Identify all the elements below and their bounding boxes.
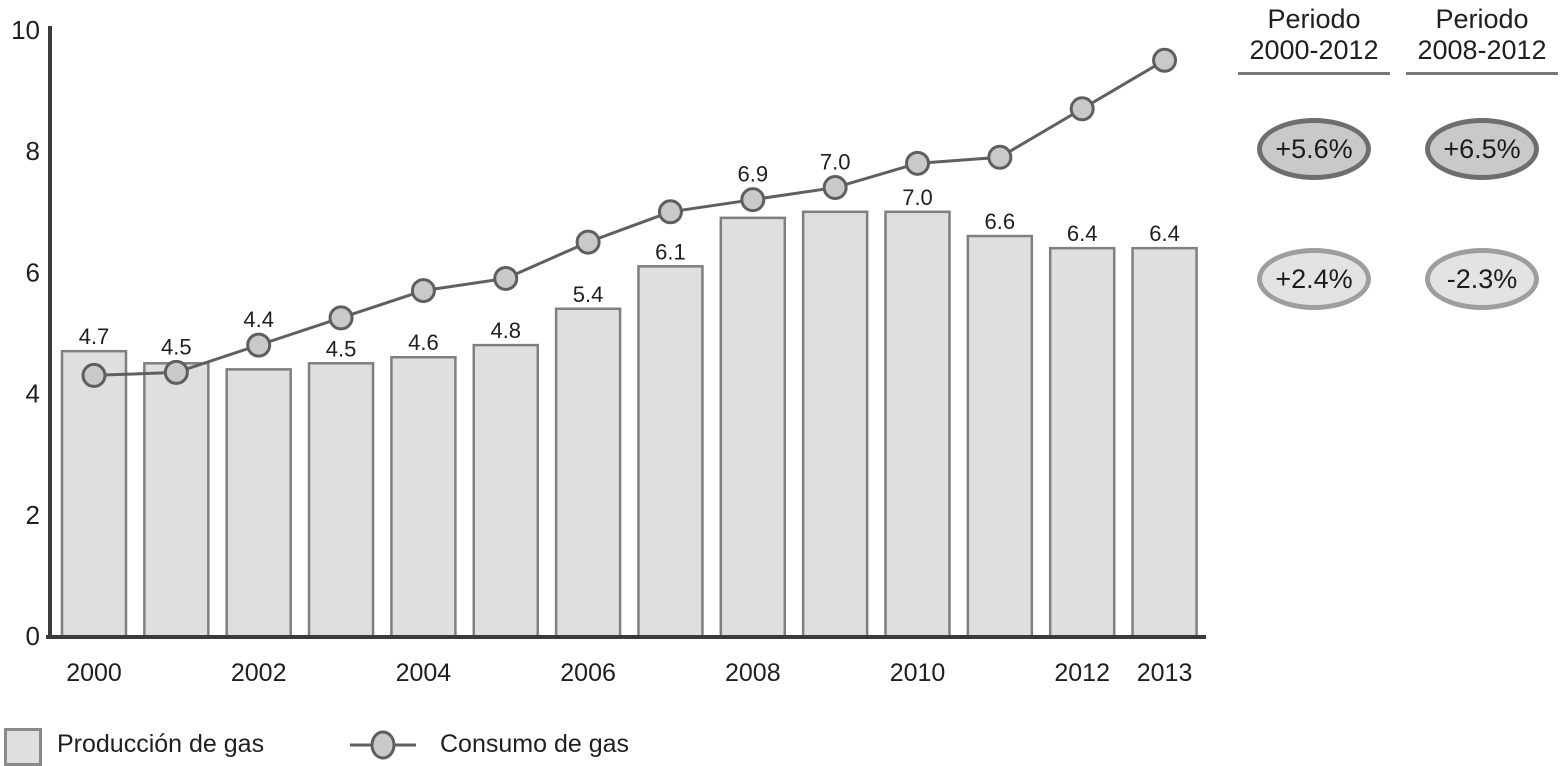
bar-2011 xyxy=(966,234,1034,639)
y-tick-label-6: 6 xyxy=(26,257,40,287)
y-tick-label-8: 8 xyxy=(26,136,40,166)
bar-value-label-2011: 6.6 xyxy=(985,209,1016,234)
consumption-marker-2006 xyxy=(575,229,601,255)
consumption-marker-2007 xyxy=(657,199,683,225)
x-tick-label-2012: 2012 xyxy=(1054,659,1110,687)
periodo-header-range: 2008-2012 xyxy=(1417,35,1547,65)
consumption-marker-2002 xyxy=(246,332,272,358)
chart-legend: Producción de gas Consumo de gas xyxy=(0,722,720,766)
x-tick-label-2002: 2002 xyxy=(231,659,287,687)
bar-2002 xyxy=(225,368,292,639)
bar-2013 xyxy=(1131,246,1198,639)
bar-2000 xyxy=(60,349,128,639)
bar-2001 xyxy=(143,362,210,639)
periodo-header-word: Periodo xyxy=(1267,4,1361,34)
bar-value-label-2010: 7.0 xyxy=(902,185,933,210)
periodo-column-2008-2012: Periodo 2008-2012 +6.5% -2.3% xyxy=(1406,0,1558,310)
periodo-header-range: 2000-2012 xyxy=(1249,35,1379,65)
bar-value-label-2000: 4.7 xyxy=(79,324,110,349)
growth-oval-consumo-2000-2012: +5.6% xyxy=(1257,118,1371,180)
bar-2008 xyxy=(719,216,787,639)
bar-value-label-2007: 6.1 xyxy=(655,239,686,264)
y-tick-label-0: 0 xyxy=(26,621,40,651)
consumption-marker-2008 xyxy=(740,187,766,213)
consumption-marker-2003 xyxy=(328,305,354,331)
legend-label-consumo: Consumo de gas xyxy=(440,730,630,758)
x-tick-label-2000: 2000 xyxy=(66,659,122,687)
bar-value-label-2002: 4.4 xyxy=(243,307,274,332)
x-tick-label-2006: 2006 xyxy=(560,659,616,687)
consumption-marker-2001 xyxy=(163,359,189,385)
bar-value-label-2006: 5.4 xyxy=(573,282,604,307)
bar-2007 xyxy=(637,265,704,639)
growth-oval-produccion-2000-2012: +2.4% xyxy=(1257,248,1371,310)
y-tick-label-10: 10 xyxy=(11,15,40,45)
periodo-column-2000-2012: Periodo 2000-2012 +5.6% +2.4% xyxy=(1238,0,1390,310)
x-tick-label-2004: 2004 xyxy=(396,659,452,687)
consumption-line-marker-icon xyxy=(350,730,416,760)
bar-value-label-2003: 4.5 xyxy=(326,336,357,361)
bar-line-chart-canvas: 0 2 4 6 8 10 2000 2002 2004 2006 2008 2010 2012 2013 4… xyxy=(11,15,1206,687)
consumption-marker-2005 xyxy=(493,265,519,291)
bar-value-label-2012: 6.4 xyxy=(1067,221,1098,246)
consumption-marker-2011 xyxy=(987,144,1013,170)
consumption-marker-2009 xyxy=(822,175,848,201)
legend-label-produccion: Producción de gas xyxy=(57,730,265,758)
bar-2006 xyxy=(554,307,622,639)
bar-2004 xyxy=(390,355,457,639)
periodo-header-word: Periodo xyxy=(1435,4,1529,34)
growth-oval-consumo-2008-2012: +6.5% xyxy=(1425,118,1539,180)
consumption-line xyxy=(93,59,1166,377)
y-tick-label-4: 4 xyxy=(26,379,40,409)
periodo-header-2000-2012: Periodo 2000-2012 xyxy=(1238,0,1390,75)
consumption-marker-2010 xyxy=(905,150,930,176)
consumption-marker-2004 xyxy=(410,278,436,304)
bar-2005 xyxy=(472,343,539,639)
bar-value-label-2004: 4.6 xyxy=(408,330,439,355)
production-bar-swatch-icon xyxy=(4,728,42,766)
periodo-header-2008-2012: Periodo 2008-2012 xyxy=(1406,0,1558,75)
bar-2010 xyxy=(884,210,951,639)
x-tick-label-2008: 2008 xyxy=(725,659,781,687)
bar-value-label-2001: 4.5 xyxy=(161,334,192,359)
consumption-marker-2000 xyxy=(81,362,107,388)
x-tick-label-2013: 2013 xyxy=(1137,659,1193,687)
bar-value-label-2008: 6.9 xyxy=(738,162,769,187)
bar-2012 xyxy=(1048,246,1116,639)
growth-annotation-panel: Periodo 2000-2012 +5.6% +2.4% Periodo 20… xyxy=(1216,0,1565,360)
y-tick-label-2: 2 xyxy=(26,500,40,530)
consumption-marker-2012 xyxy=(1069,96,1095,122)
growth-oval-produccion-2008-2012: -2.3% xyxy=(1425,248,1539,310)
bar-2009 xyxy=(801,210,869,639)
x-tick-label-2010: 2010 xyxy=(890,659,946,687)
consumption-marker-2013 xyxy=(1152,47,1178,73)
bar-value-label-2013: 6.4 xyxy=(1149,221,1180,246)
bar-2003 xyxy=(307,362,375,639)
bar-value-label-2009: 7.0 xyxy=(820,150,851,175)
bar-value-label-2005: 4.8 xyxy=(490,318,521,343)
